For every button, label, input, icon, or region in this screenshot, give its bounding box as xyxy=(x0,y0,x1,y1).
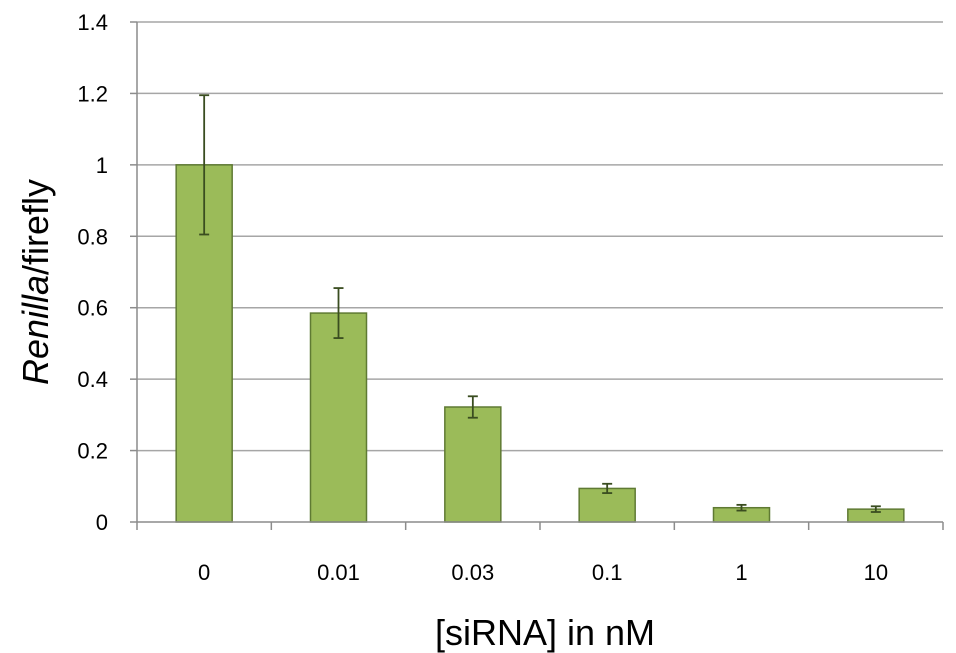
bar xyxy=(309,312,368,523)
y-tick-label: 0.2 xyxy=(77,439,108,464)
x-tick-label: 1 xyxy=(735,560,747,585)
bar xyxy=(444,406,502,523)
y-tick-label: 0.8 xyxy=(77,224,108,249)
x-tick-label: 10 xyxy=(864,560,888,585)
error-bars xyxy=(199,94,881,513)
x-axis-title: [siRNA] in nM xyxy=(435,612,655,653)
bar xyxy=(578,487,636,523)
y-axis-title-italic: Renilla xyxy=(15,275,56,385)
y-tick-labels: 0 0.2 0.4 0.6 0.8 1 1.2 1.4 xyxy=(77,10,108,535)
y-tick-label: 1.2 xyxy=(77,81,108,106)
y-axis-title-rest: /firefly xyxy=(15,179,56,275)
y-tick-label: 1.4 xyxy=(77,10,108,35)
x-tick-label: 0.01 xyxy=(317,560,360,585)
y-tick-label: 1 xyxy=(96,153,108,178)
x-tick-labels: 0 0.01 0.03 0.1 1 10 xyxy=(198,560,888,585)
x-tick-label: 0.03 xyxy=(451,560,494,585)
bars xyxy=(175,164,905,523)
y-tick-label: 0.4 xyxy=(77,367,108,392)
y-tick-label: 0.6 xyxy=(77,296,108,321)
gridlines xyxy=(137,21,943,452)
x-tick-label: 0.1 xyxy=(592,560,623,585)
y-axis-title: Renilla/firefly xyxy=(15,179,56,385)
axes xyxy=(130,21,944,530)
x-tick-label: 0 xyxy=(198,560,210,585)
y-tick-label: 0 xyxy=(96,510,108,535)
